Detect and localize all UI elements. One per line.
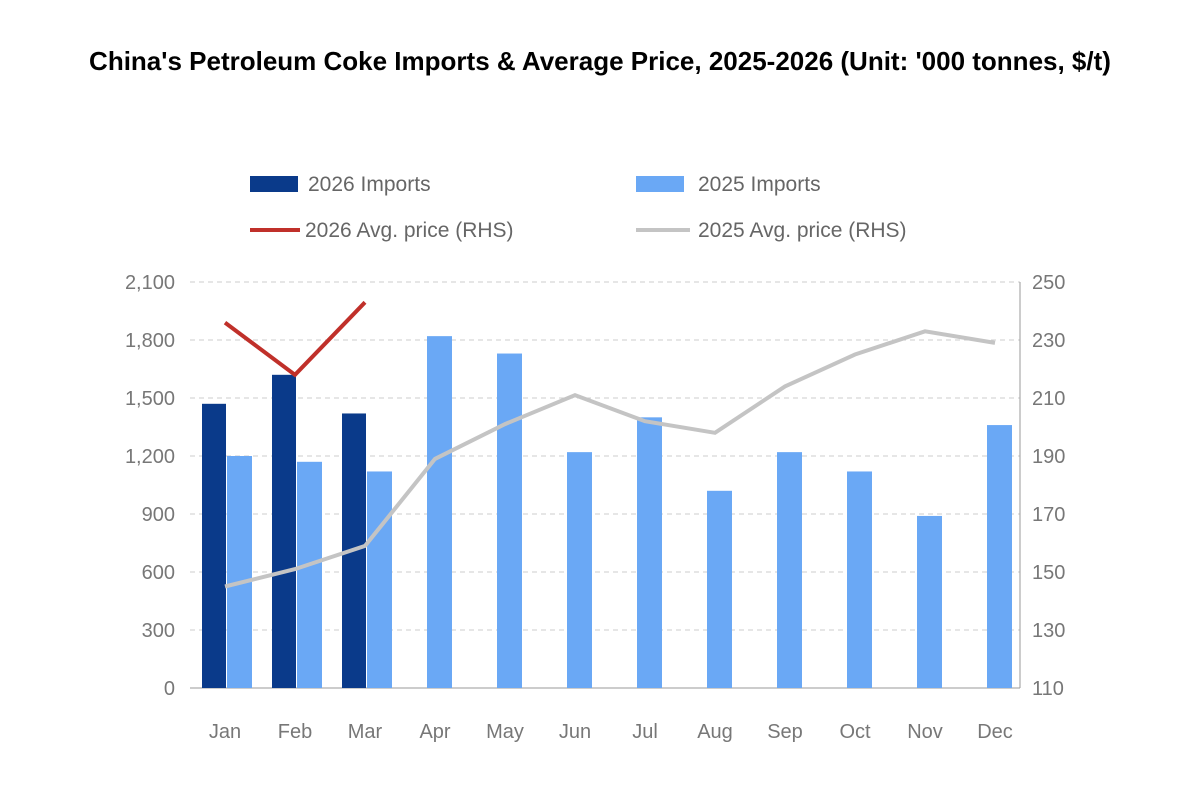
y-left-tick-label: 0 (164, 678, 175, 700)
y-left-tick-label: 300 (142, 620, 175, 642)
bar-2025-imports (367, 471, 392, 688)
y-right-tick-label: 190 (1032, 446, 1065, 468)
chart-title: China's Petroleum Coke Imports & Average… (89, 46, 1111, 76)
x-tick-label: Oct (839, 721, 871, 743)
legend-label: 2025 Imports (698, 173, 821, 196)
legend-label: 2025 Avg. price (RHS) (698, 219, 907, 242)
x-tick-label: Sep (767, 721, 803, 743)
legend-swatch-2025-imports (636, 176, 684, 192)
x-tick-label: May (486, 721, 524, 743)
bar-2025-imports (847, 471, 872, 688)
bar-2026-imports (202, 403, 226, 688)
y-right-tick-label: 150 (1032, 562, 1065, 584)
bar-2025-imports (227, 456, 252, 688)
bar-2025-imports (707, 490, 732, 688)
bar-2025-imports (777, 452, 802, 688)
y-left-tick-label: 1,500 (125, 388, 175, 410)
bar-2025-imports (987, 425, 1012, 688)
y-left-tick-label: 1,800 (125, 330, 175, 352)
line-2025-avg-price-rhs- (224, 329, 996, 589)
x-tick-label: Jun (559, 721, 591, 743)
y-left-tick-label: 900 (142, 504, 175, 526)
x-tick-label: Feb (278, 721, 312, 743)
bar-2025-imports (637, 417, 662, 688)
bar-2025-imports (497, 353, 522, 688)
y-right-tick-label: 130 (1032, 620, 1065, 642)
y-right-tick-label: 230 (1032, 330, 1065, 352)
bar-2025-imports (567, 452, 592, 688)
line-2026-avg-price-rhs- (223, 300, 367, 378)
legend-label: 2026 Avg. price (RHS) (305, 219, 514, 242)
bar-2025-imports (427, 336, 452, 688)
bar-2025-imports (297, 461, 322, 688)
x-tick-label: Mar (348, 721, 383, 743)
y-right-tick-label: 250 (1032, 272, 1065, 294)
x-tick-label: Aug (697, 721, 733, 743)
x-tick-label: Nov (907, 721, 943, 743)
y-left-tick-label: 600 (142, 562, 175, 584)
y-left-tick-label: 1,200 (125, 446, 175, 468)
bar-2026-imports (272, 374, 296, 688)
legend-swatch-2026-imports (250, 176, 298, 192)
y-right-tick-label: 170 (1032, 504, 1065, 526)
y-right-tick-label: 210 (1032, 388, 1065, 410)
x-tick-label: Jan (209, 721, 241, 743)
legend-label: 2026 Imports (308, 173, 431, 196)
y-right-tick-label: 110 (1032, 678, 1064, 700)
x-tick-label: Apr (419, 721, 450, 743)
x-tick-label: Dec (977, 721, 1013, 743)
x-tick-label: Jul (632, 721, 658, 743)
y-left-tick-label: 2,100 (125, 272, 175, 294)
bar-2025-imports (917, 515, 942, 688)
